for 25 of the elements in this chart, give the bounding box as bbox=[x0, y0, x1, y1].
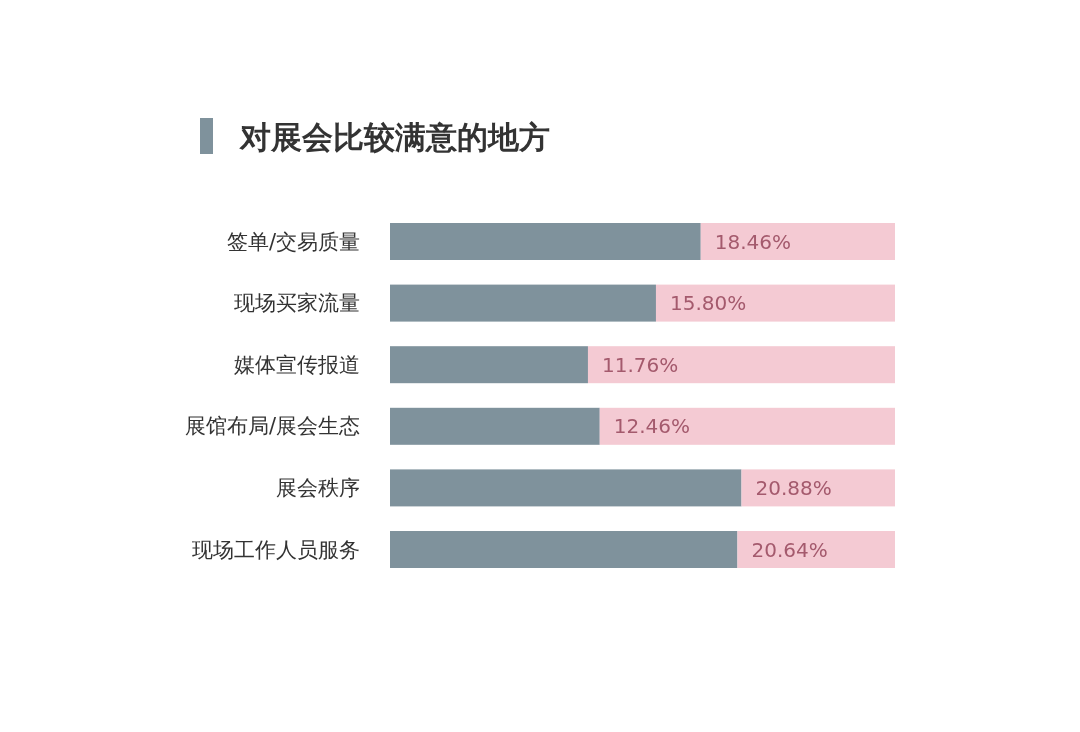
data-label: 15.80% bbox=[669, 291, 747, 316]
y-tick-label: 展馆布局/展会生态 bbox=[184, 414, 360, 439]
chart-title: 对展会比较满意的地方 bbox=[239, 119, 550, 155]
bar bbox=[390, 284, 656, 322]
data-label: 20.64% bbox=[751, 537, 828, 562]
bar bbox=[741, 469, 895, 507]
bar bbox=[700, 223, 895, 260]
data-label: 20.88% bbox=[755, 475, 832, 500]
y-tick-label: 现场工作人员服务 bbox=[192, 537, 360, 562]
bar bbox=[390, 346, 588, 384]
y-tick-label: 签单/交易质量 bbox=[226, 229, 360, 254]
bar bbox=[390, 407, 600, 445]
y-tick-label: 现场买家流量 bbox=[234, 291, 360, 316]
bar bbox=[655, 284, 895, 322]
y-tick-label: 展会秩序 bbox=[276, 475, 360, 500]
data-label: 18.46% bbox=[714, 229, 792, 254]
bar bbox=[390, 531, 738, 568]
data-label: 11.76% bbox=[601, 352, 679, 377]
bar bbox=[587, 346, 895, 384]
bar bbox=[737, 531, 895, 568]
bar bbox=[390, 223, 701, 260]
y-tick-label: 媒体宣传报道 bbox=[234, 352, 360, 377]
bar bbox=[599, 407, 895, 445]
data-label: 12.46% bbox=[613, 414, 691, 439]
bar bbox=[390, 469, 742, 507]
